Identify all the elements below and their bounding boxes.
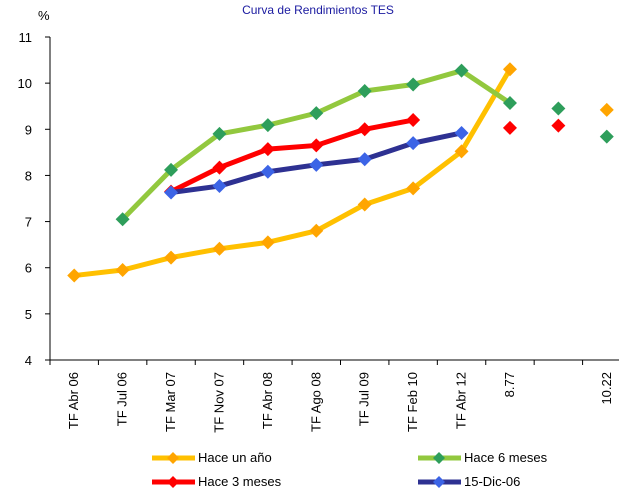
y-tick-labels: 4 5 6 7 8 9 10 11 xyxy=(18,30,32,368)
series-line xyxy=(168,117,416,195)
data-point xyxy=(454,125,469,140)
data-point xyxy=(406,77,421,92)
data-point xyxy=(357,83,372,98)
y-tick-label: 6 xyxy=(25,261,32,276)
data-point xyxy=(357,197,372,212)
series-2 xyxy=(164,113,566,199)
data-point xyxy=(164,250,179,265)
series-0 xyxy=(67,62,614,283)
x-tick-label: TF Nov 07 xyxy=(211,372,226,433)
data-point xyxy=(502,95,517,110)
data-point xyxy=(212,160,227,175)
data-point xyxy=(357,122,372,137)
data-point xyxy=(406,181,421,196)
data-point xyxy=(309,157,324,172)
plot-area xyxy=(67,62,614,283)
data-point xyxy=(309,223,324,238)
legend-swatch-marker xyxy=(433,452,445,464)
y-tick-label: 9 xyxy=(25,122,32,137)
y-tick-label: 7 xyxy=(25,215,32,230)
data-point xyxy=(260,235,275,250)
legend-item: 15-Dic-06 xyxy=(418,474,520,489)
x-tick-label: TF Jul 06 xyxy=(115,372,130,426)
y-tick-label: 11 xyxy=(19,30,33,45)
x-tick-label: TF Abr 06 xyxy=(66,372,81,429)
data-point xyxy=(502,120,517,135)
data-point xyxy=(599,102,614,117)
series-line xyxy=(71,66,513,279)
data-point xyxy=(164,162,179,177)
data-point xyxy=(454,63,469,78)
data-point xyxy=(260,118,275,133)
legend-label: Hace un año xyxy=(198,450,272,465)
legend-swatch-marker xyxy=(167,476,179,488)
x-tick-label: TF Feb 10 xyxy=(405,372,420,432)
series-3 xyxy=(164,125,469,200)
data-point xyxy=(260,142,275,157)
legend-label: Hace 6 meses xyxy=(464,450,548,465)
legend-item: Hace 3 meses xyxy=(152,474,282,489)
data-point xyxy=(502,62,517,77)
y-tick-label: 4 xyxy=(25,353,32,368)
x-tick-label: TF Abr 08 xyxy=(260,372,275,429)
data-point xyxy=(357,152,372,167)
legend-swatch-marker xyxy=(167,452,179,464)
data-point xyxy=(260,164,275,179)
legend-label: 15-Dic-06 xyxy=(464,474,520,489)
legend-item: Hace 6 meses xyxy=(418,450,548,465)
legend-label: Hace 3 meses xyxy=(198,474,282,489)
legend-swatch-marker xyxy=(433,476,445,488)
series-1 xyxy=(115,63,614,227)
data-point xyxy=(115,212,130,227)
x-tick-label: TF Mar 07 xyxy=(163,372,178,432)
data-point xyxy=(599,129,614,144)
data-point xyxy=(212,126,227,141)
x-tick-label: TF Ago 08 xyxy=(308,372,323,432)
x-tick-labels: TF Abr 06 TF Jul 06 TF Mar 07 TF Nov 07 TF A… xyxy=(66,372,614,433)
data-point xyxy=(406,113,421,128)
y-tick-label: 5 xyxy=(25,307,32,322)
data-point xyxy=(551,118,566,133)
y-tick-label: 8 xyxy=(25,168,32,183)
data-point xyxy=(309,106,324,121)
data-point xyxy=(551,101,566,116)
data-point xyxy=(212,241,227,256)
data-point xyxy=(115,263,130,278)
axes xyxy=(45,36,619,365)
chart-title: Curva de Rendimientos TES xyxy=(242,3,394,17)
x-tick-label: 8.77 xyxy=(502,372,517,397)
x-tick-label: TF Abr 12 xyxy=(454,372,469,429)
y-axis-label: % xyxy=(38,8,50,23)
y-tick-label: 10 xyxy=(18,76,32,91)
data-point xyxy=(164,185,179,200)
data-point xyxy=(406,136,421,151)
data-point xyxy=(454,144,469,159)
data-point xyxy=(212,179,227,194)
legend: Hace un año Hace 6 meses Hace 3 meses 15-Di… xyxy=(152,450,548,489)
x-tick-label: TF Jul 09 xyxy=(357,372,372,426)
data-point xyxy=(309,138,324,153)
x-tick-label: 10.22 xyxy=(599,372,614,405)
legend-item: Hace un año xyxy=(152,450,272,465)
data-point xyxy=(67,268,82,283)
